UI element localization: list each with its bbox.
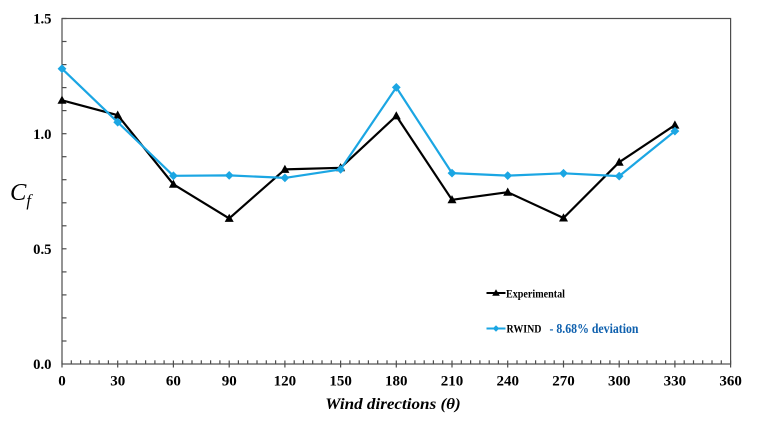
svg-text:300: 300 — [608, 373, 631, 389]
svg-text:1.5: 1.5 — [33, 12, 51, 28]
svg-text:180: 180 — [385, 373, 408, 389]
svg-text:150: 150 — [329, 373, 352, 389]
svg-text:RWIND: RWIND — [507, 324, 542, 336]
svg-text:0: 0 — [58, 373, 66, 389]
svg-text:270: 270 — [552, 373, 575, 389]
svg-text:90: 90 — [222, 373, 237, 389]
svg-text:30: 30 — [110, 373, 125, 389]
svg-text:1.0: 1.0 — [33, 127, 51, 143]
svg-text:60: 60 — [166, 373, 181, 389]
svg-text:240: 240 — [496, 373, 519, 389]
svg-text:0.0: 0.0 — [33, 357, 51, 373]
svg-text:360: 360 — [719, 373, 742, 389]
svg-text:210: 210 — [441, 373, 464, 389]
svg-text:330: 330 — [664, 373, 687, 389]
svg-text:0.5: 0.5 — [33, 242, 51, 258]
svg-text:Experimental: Experimental — [506, 288, 565, 300]
svg-text:Wind directions (θ): Wind directions (θ) — [325, 396, 461, 413]
svg-text:120: 120 — [274, 373, 297, 389]
svg-text:- 8.68% deviation: - 8.68% deviation — [550, 322, 639, 337]
